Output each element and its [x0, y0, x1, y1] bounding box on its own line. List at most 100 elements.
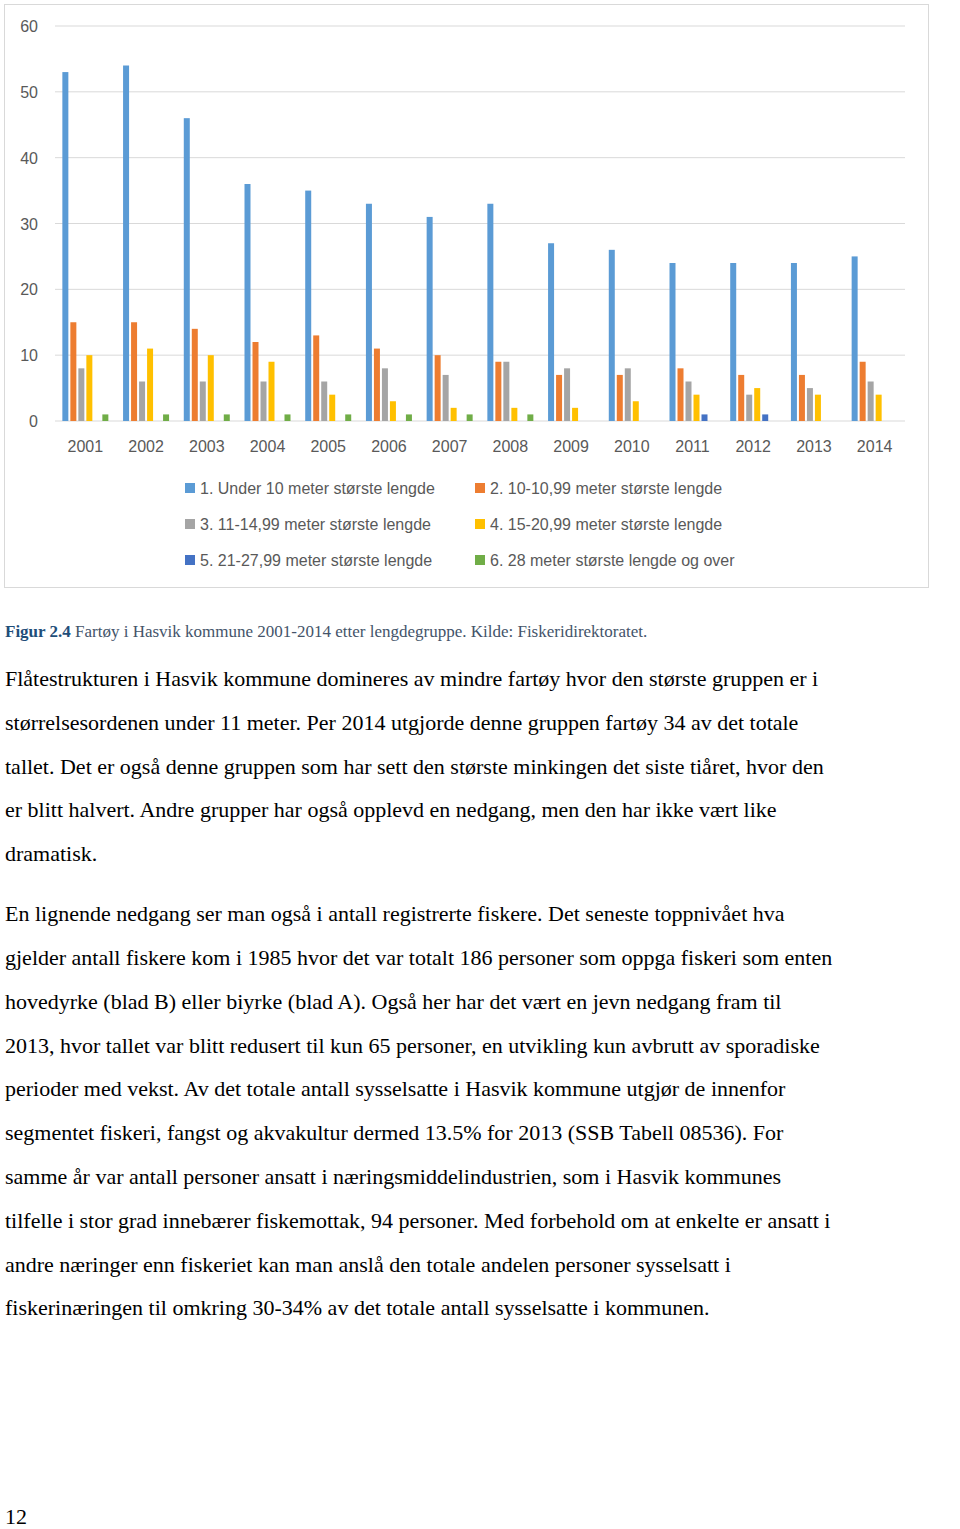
x-tick-label: 2008 — [493, 438, 529, 455]
text-line: fiskerinæringen til omkring 30-34% av de… — [5, 1286, 709, 1330]
bar — [305, 191, 311, 421]
bar — [892, 421, 898, 422]
bar — [519, 421, 525, 422]
bar — [710, 421, 716, 422]
y-tick-label: 0 — [29, 413, 38, 430]
grid-line — [55, 223, 905, 224]
text-line: perioder med vekst. Av det totale antall… — [5, 1067, 785, 1111]
bar — [807, 388, 813, 421]
x-tick-label: 2006 — [371, 438, 407, 455]
bar — [625, 368, 631, 421]
x-tick-label: 2002 — [128, 438, 164, 455]
bar — [192, 329, 198, 421]
bar — [163, 414, 169, 421]
bar — [572, 408, 578, 421]
x-tick-label: 2013 — [796, 438, 832, 455]
grid-line — [55, 421, 905, 422]
bar — [62, 72, 68, 421]
bar — [556, 375, 562, 421]
y-tick-label: 30 — [20, 216, 38, 233]
legend-swatch — [475, 519, 485, 529]
bar — [155, 421, 161, 422]
bar — [390, 401, 396, 421]
bar — [678, 368, 684, 421]
x-tick-label: 2001 — [68, 438, 104, 455]
bar — [815, 395, 821, 421]
bar — [382, 368, 388, 421]
bar — [277, 421, 283, 422]
bar — [406, 414, 412, 421]
x-tick-label: 2009 — [553, 438, 589, 455]
legend: 1. Under 10 meter største lengde2. 10-10… — [185, 480, 735, 569]
text-line: gjelder antall fiskere kom i 1985 hvor d… — [5, 936, 832, 980]
bar — [427, 217, 433, 421]
bar — [884, 421, 890, 422]
bar — [495, 362, 501, 421]
bar — [321, 382, 327, 422]
bar — [617, 375, 623, 421]
bar — [459, 421, 465, 422]
bar — [649, 421, 655, 422]
bar — [443, 375, 449, 421]
grid-line — [55, 157, 905, 158]
bar — [588, 421, 594, 422]
bar — [730, 263, 736, 421]
bar — [702, 414, 708, 421]
grid-line — [55, 91, 905, 92]
text-line: En lignende nedgang ser man også i antal… — [5, 892, 785, 936]
bar — [216, 421, 222, 422]
bar — [139, 382, 145, 422]
bar — [580, 421, 586, 422]
bar — [435, 355, 441, 421]
legend-label: 6. 28 meter største lengde og over — [490, 552, 735, 569]
text-line: tallet. Det er også denne gruppen som ha… — [5, 745, 824, 789]
page-number: 12 — [5, 1495, 27, 1529]
legend-label: 5. 21-27,99 meter største lengde — [200, 552, 432, 569]
bar — [762, 414, 768, 421]
chart-frame — [5, 5, 929, 588]
bar — [451, 408, 457, 421]
bar — [799, 375, 805, 421]
bar — [313, 335, 319, 421]
bar — [609, 250, 615, 421]
caption-label: Figur 2.4 — [5, 622, 71, 641]
bar — [269, 362, 275, 421]
bar — [398, 421, 404, 422]
x-tick-label: 2003 — [189, 438, 225, 455]
bar — [641, 421, 647, 422]
x-tick-label: 2012 — [735, 438, 771, 455]
text-line: andre næringer enn fiskeriet kan man ans… — [5, 1243, 731, 1287]
page: 0102030405060200120022003200420052006200… — [0, 0, 960, 1529]
bar — [253, 342, 259, 421]
legend-swatch — [185, 519, 195, 529]
bar — [738, 375, 744, 421]
bar — [147, 349, 153, 421]
bar — [823, 421, 829, 422]
bar — [245, 184, 251, 421]
caption: Figur 2.4 Fartøy i Hasvik kommune 2001-2… — [5, 620, 647, 644]
legend-label: 4. 15-20,99 meter største lengde — [490, 516, 722, 533]
y-tick-label: 60 — [20, 18, 38, 35]
bar — [329, 395, 335, 421]
x-tick-label: 2011 — [675, 438, 710, 455]
legend-swatch — [185, 483, 195, 493]
bar — [868, 382, 874, 422]
text-line: dramatisk. — [5, 832, 97, 876]
legend-label: 1. Under 10 meter største lengde — [200, 480, 435, 497]
grid-line — [55, 355, 905, 356]
bar — [852, 256, 858, 421]
text-line: samme år var antall personer ansatt i næ… — [5, 1155, 781, 1199]
y-tick-label: 40 — [20, 150, 38, 167]
bar — [754, 388, 760, 421]
bar — [366, 204, 372, 421]
legend-swatch — [475, 555, 485, 565]
bar — [200, 382, 206, 422]
bar — [548, 243, 554, 421]
bar — [503, 362, 509, 421]
bar — [70, 322, 76, 421]
bar — [860, 362, 866, 421]
grid-line — [55, 26, 905, 27]
bar — [831, 421, 837, 422]
bar — [86, 355, 92, 421]
bar — [633, 401, 639, 421]
